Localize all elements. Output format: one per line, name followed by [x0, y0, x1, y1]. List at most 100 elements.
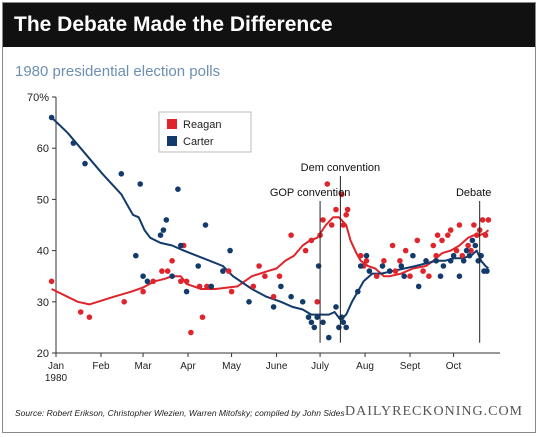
- point-reagan: [288, 232, 294, 238]
- x-tick-label: Jan: [48, 361, 64, 372]
- poll-points: [48, 114, 492, 341]
- point-carter: [163, 217, 170, 223]
- point-carter: [82, 160, 88, 167]
- point-reagan: [402, 247, 409, 254]
- point-carter: [447, 258, 454, 264]
- point-reagan: [188, 329, 194, 336]
- x-tick-label: July: [311, 361, 329, 372]
- trend-line-reagan: [51, 216, 490, 306]
- point-carter: [478, 252, 484, 259]
- point-carter: [305, 314, 312, 321]
- point-carter: [379, 263, 386, 269]
- point-reagan: [308, 237, 315, 244]
- point-carter: [366, 268, 373, 274]
- legend-label-reagan: Reagan: [183, 119, 222, 131]
- point-carter: [270, 304, 277, 310]
- point-reagan: [447, 227, 454, 233]
- point-carter: [415, 283, 422, 290]
- point-reagan: [86, 314, 93, 321]
- point-reagan: [414, 237, 421, 244]
- point-carter: [288, 293, 294, 300]
- point-reagan: [471, 222, 477, 228]
- point-reagan: [199, 314, 206, 321]
- point-carter: [140, 273, 146, 280]
- point-carter: [118, 171, 125, 177]
- point-reagan: [344, 206, 351, 213]
- point-reagan: [439, 237, 445, 244]
- point-reagan: [479, 217, 486, 223]
- trend-lines: [50, 116, 490, 321]
- point-reagan: [333, 206, 339, 213]
- point-reagan: [225, 268, 232, 274]
- point-carter: [314, 314, 321, 321]
- page-title: The Debate Made the Difference: [3, 3, 535, 47]
- point-carter: [278, 283, 284, 290]
- point-carter: [133, 252, 139, 259]
- point-reagan: [468, 247, 474, 254]
- point-reagan: [302, 247, 309, 254]
- y-tick-label: 70%: [27, 92, 49, 104]
- y-tick-label: 40: [37, 246, 49, 258]
- point-carter: [463, 247, 470, 254]
- point-reagan: [445, 232, 451, 238]
- point-carter: [460, 258, 467, 264]
- point-carter: [437, 273, 444, 280]
- point-carter: [484, 268, 490, 274]
- annotation-label: Dem convention: [301, 162, 381, 174]
- legend-label-carter: Carter: [183, 136, 214, 148]
- point-carter: [440, 263, 447, 269]
- point-carter: [363, 252, 370, 259]
- point-carter: [48, 114, 55, 121]
- point-reagan: [430, 242, 437, 249]
- point-reagan: [465, 242, 471, 249]
- point-reagan: [420, 268, 426, 274]
- point-reagan: [77, 309, 84, 315]
- point-reagan: [204, 283, 210, 290]
- x-tick-label: Feb: [92, 361, 110, 372]
- brand-logo-text: DAILYRECKONING.COM: [345, 404, 523, 419]
- point-carter: [70, 140, 77, 146]
- point-carter: [357, 263, 364, 269]
- point-carter: [355, 288, 361, 295]
- source-note: Source: Robert Erikson, Christopher Wlez…: [15, 408, 345, 418]
- y-tick-label: 30: [37, 297, 49, 309]
- point-carter: [195, 263, 201, 269]
- point-reagan: [121, 299, 127, 305]
- y-tick-label: 20: [37, 348, 49, 360]
- point-reagan: [250, 283, 257, 290]
- point-carter: [423, 258, 429, 264]
- point-reagan: [433, 252, 440, 259]
- point-carter: [456, 273, 463, 280]
- y-tick-label: 50: [37, 194, 49, 206]
- annotations: Dem convention GOP convention Debate: [270, 162, 491, 343]
- legend-swatch-reagan: [167, 119, 177, 129]
- point-reagan: [169, 258, 175, 264]
- point-carter: [246, 299, 252, 305]
- point-reagan: [183, 278, 190, 285]
- point-carter: [202, 222, 209, 228]
- point-carter: [220, 268, 226, 274]
- point-carter: [175, 186, 181, 192]
- point-reagan: [48, 278, 55, 285]
- point-reagan: [262, 273, 268, 280]
- y-tick-label: 60: [37, 143, 49, 155]
- x-tick-label: Aug: [356, 361, 374, 372]
- point-reagan: [453, 247, 460, 254]
- point-reagan: [456, 222, 463, 228]
- point-carter: [450, 252, 457, 259]
- point-carter: [227, 247, 233, 254]
- point-carter: [160, 227, 167, 233]
- point-reagan: [324, 181, 331, 187]
- point-carter: [340, 319, 347, 326]
- point-carter: [208, 283, 215, 290]
- legend-swatch-carter: [167, 136, 177, 146]
- annotation-label: Debate: [456, 187, 491, 199]
- point-reagan: [482, 232, 489, 238]
- point-carter: [137, 181, 143, 187]
- point-reagan: [381, 258, 387, 264]
- point-carter: [333, 304, 339, 310]
- point-reagan: [150, 278, 156, 285]
- point-reagan: [426, 273, 432, 280]
